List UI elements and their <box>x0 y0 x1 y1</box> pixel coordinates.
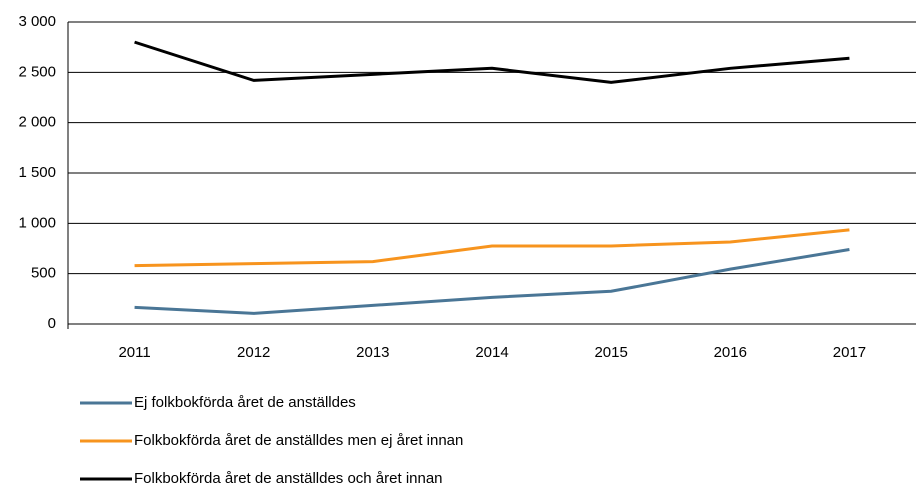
x-tick-label: 2012 <box>237 344 270 361</box>
y-tick-label: 500 <box>31 265 56 282</box>
x-tick-label: 2013 <box>356 344 389 361</box>
y-tick-label: 2 000 <box>18 114 56 131</box>
y-tick-label: 3 000 <box>18 13 56 30</box>
legend-label: Ej folkbokförda året de anställdes <box>134 394 356 411</box>
x-tick-label: 2016 <box>714 344 747 361</box>
series-line <box>134 228 850 268</box>
series-line <box>134 40 850 84</box>
x-tick-label: 2015 <box>594 344 627 361</box>
legend-label: Folkbokförda året de anställdes och året… <box>134 470 443 487</box>
series-line <box>134 248 850 315</box>
x-tick-label: 2017 <box>833 344 866 361</box>
y-tick-label: 1 000 <box>18 214 56 231</box>
y-tick-label: 1 500 <box>18 164 56 181</box>
x-tick-label: 2014 <box>475 344 508 361</box>
x-tick-label: 2011 <box>118 344 150 361</box>
legend-label: Folkbokförda året de anställdes men ej å… <box>134 432 463 449</box>
y-tick-label: 2 500 <box>18 63 56 80</box>
y-tick-label: 0 <box>48 315 56 332</box>
